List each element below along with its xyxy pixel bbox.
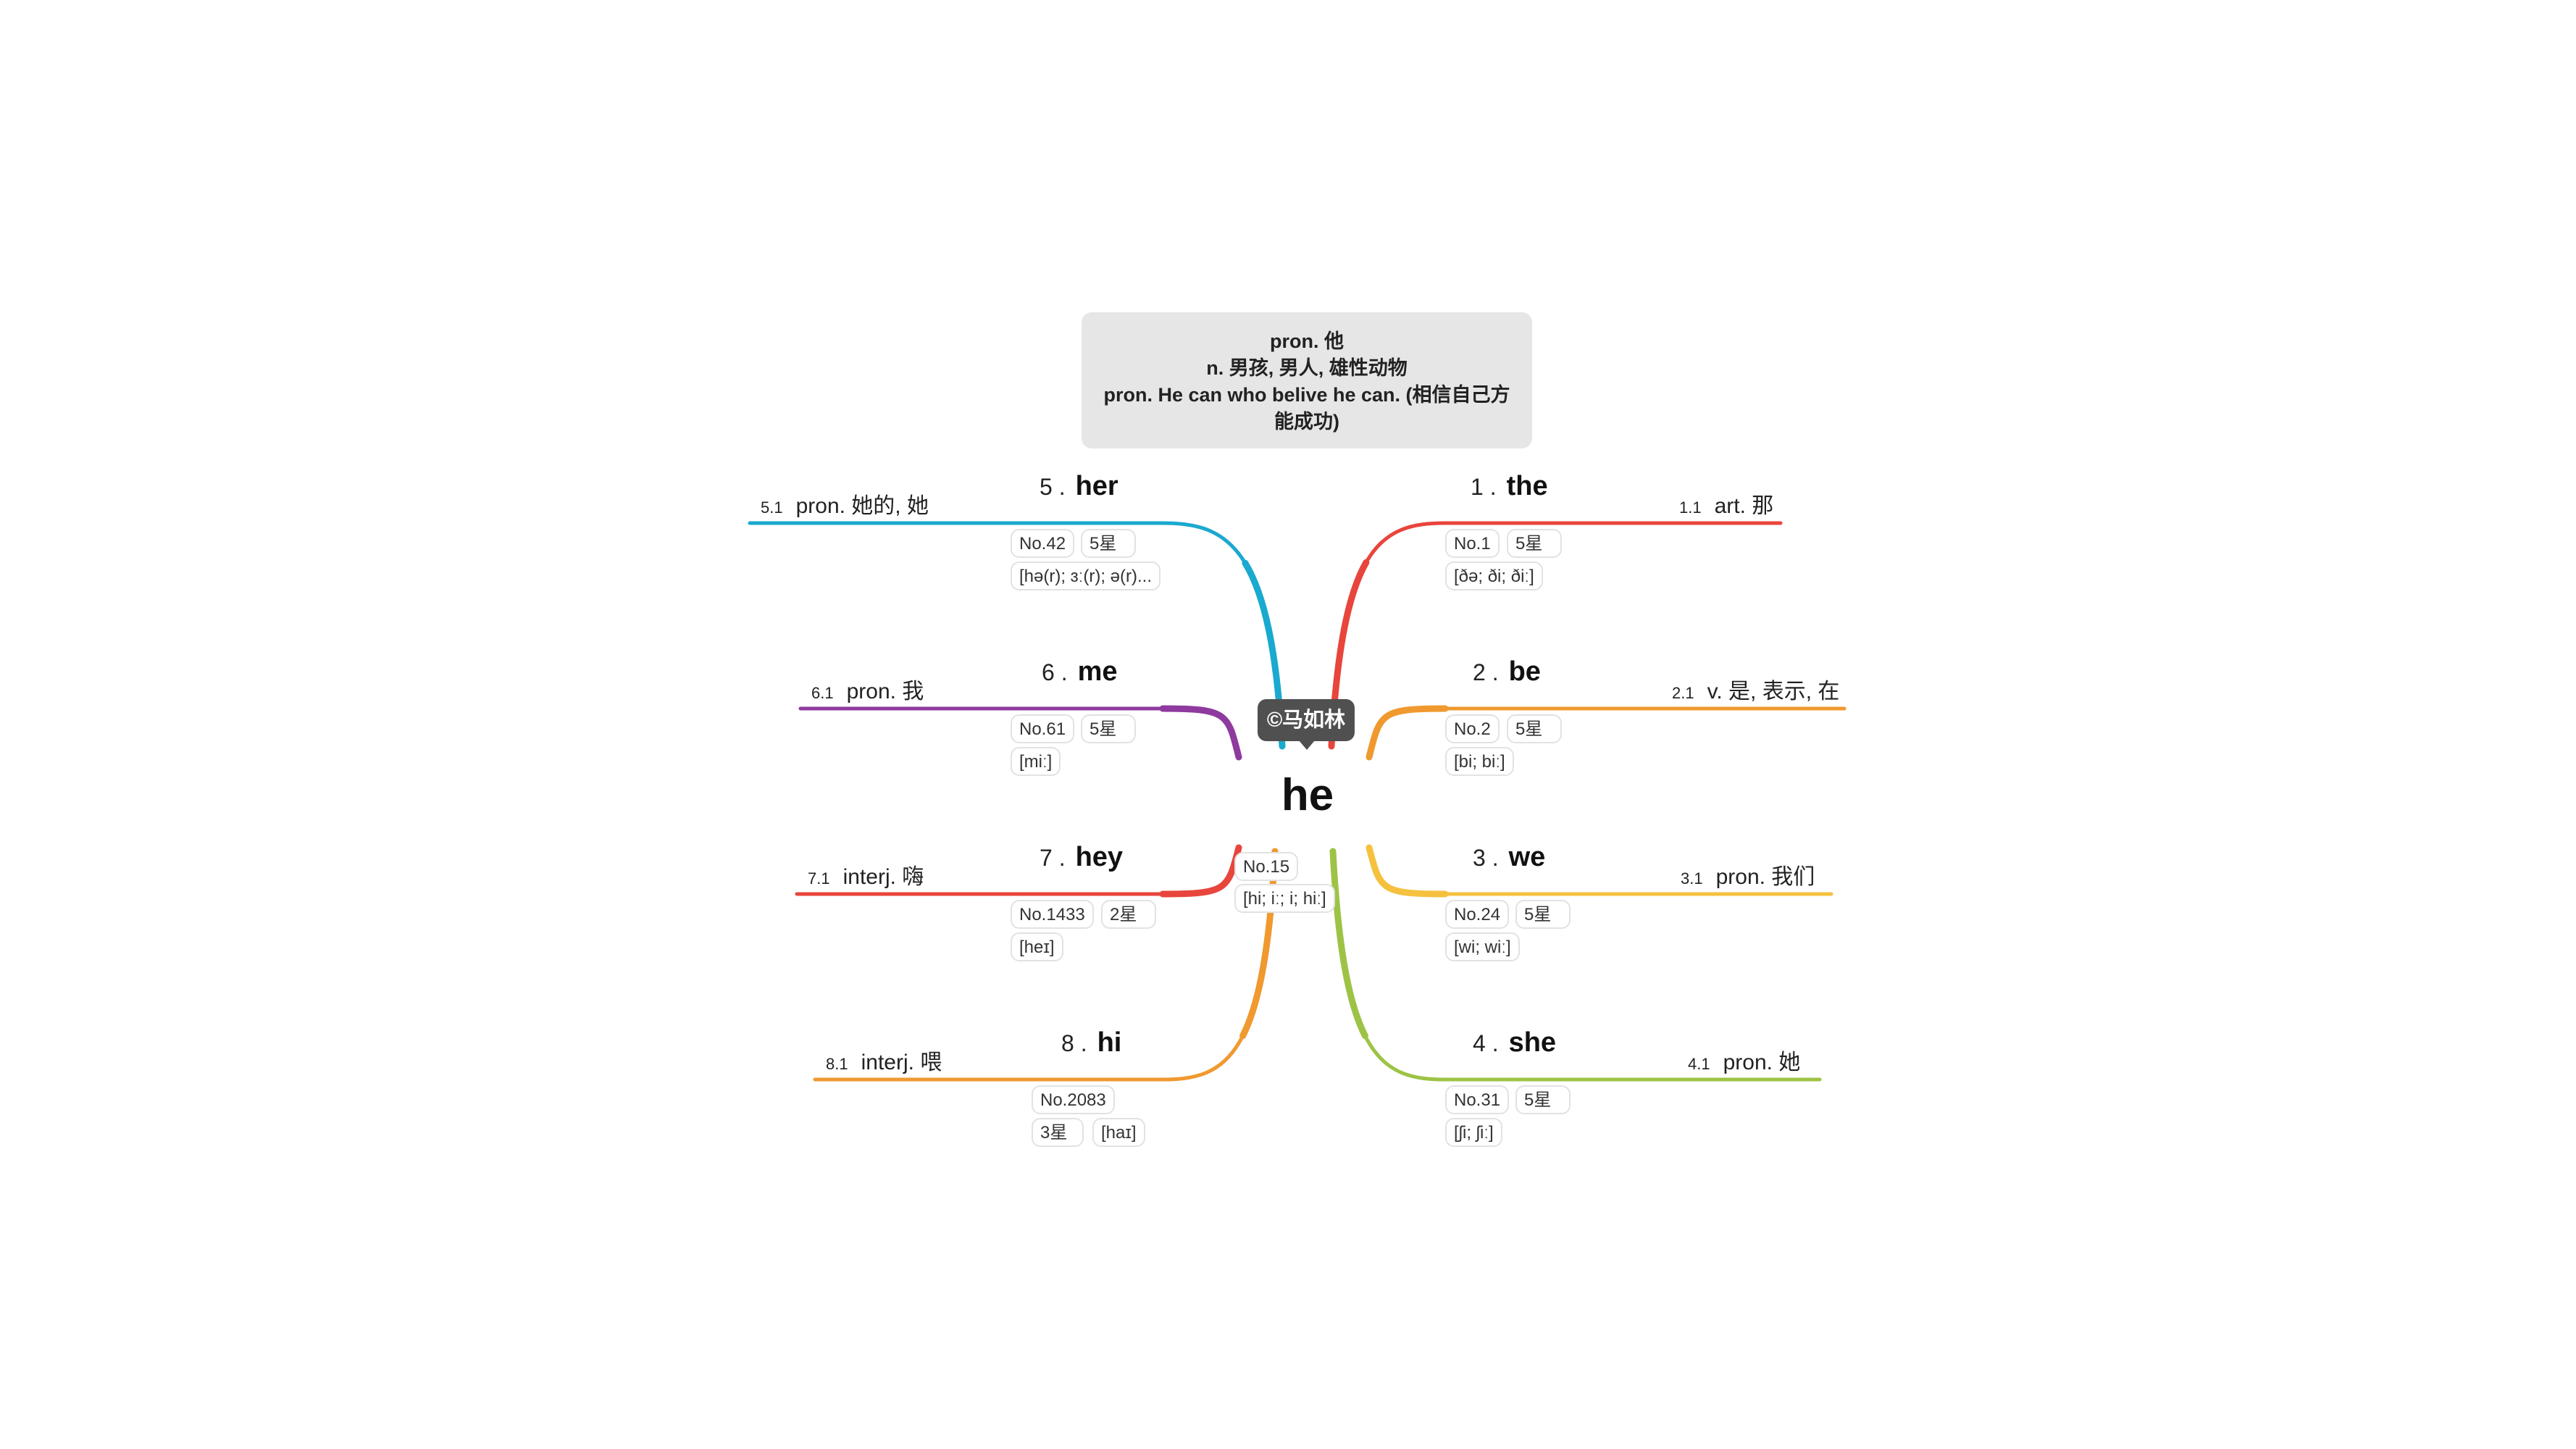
- phonetic-tag-her: [hə(r); ɜː(r); ə(r)...: [1011, 561, 1161, 590]
- connector-trunk-we: [1366, 844, 1449, 898]
- branch-number: 5 .: [1040, 474, 1066, 500]
- stars-tag-the: 5星: [1507, 529, 1562, 558]
- phonetic-tag-we: [wi; wiː]: [1445, 932, 1520, 961]
- stars-tag-her: 5星: [1081, 529, 1136, 558]
- phonetic-tag-be: [bi; biː]: [1445, 747, 1514, 776]
- rank-tag-she: No.31: [1445, 1085, 1510, 1114]
- rank-tag-the: No.1: [1445, 529, 1500, 558]
- stars-tag-hey: 2星: [1101, 900, 1156, 929]
- root-definition-3: pron. He can who belive he can. (相信自己方能成…: [1103, 384, 1510, 433]
- branch-word: her: [1075, 471, 1118, 501]
- rank-tag-be: No.2: [1445, 714, 1500, 743]
- branch-topic-she[interactable]: 4 . she: [1473, 1027, 1556, 1058]
- branch-sense-we[interactable]: 3.1 pron. 我们: [1681, 865, 1815, 889]
- rank-tag-we: No.24: [1445, 900, 1510, 929]
- phonetic-tag-me: [miː]: [1011, 747, 1061, 776]
- branch-topic-me[interactable]: 6 . me: [1042, 656, 1118, 688]
- branch-topic-hi[interactable]: 8 . hi: [1061, 1027, 1121, 1058]
- connector-trunk-me: [1159, 705, 1242, 761]
- connector-trunk-be: [1366, 705, 1449, 761]
- root-definition-2: n. 男孩, 男人, 雄性动物: [1206, 357, 1408, 379]
- branch-word: the: [1506, 471, 1548, 501]
- root-definition-note: pron. 他 n. 男孩, 男人, 雄性动物 pron. He can who…: [1082, 312, 1532, 448]
- branch-word: hi: [1097, 1027, 1122, 1058]
- connector-trunk-the: [1328, 519, 1449, 750]
- branch-sense-be[interactable]: 2.1 v. 是, 表示, 在: [1672, 680, 1840, 703]
- branch-sense-she[interactable]: 4.1 pron. 她: [1688, 1051, 1801, 1074]
- branch-sense-her[interactable]: 5.1 pron. 她的, 她: [761, 494, 929, 518]
- branch-topic-be[interactable]: 2 . be: [1473, 656, 1541, 688]
- branch-topic-hey[interactable]: 7 . hey: [1040, 842, 1123, 873]
- branch-number: 1 .: [1471, 474, 1497, 500]
- branch-number: 7 .: [1040, 845, 1066, 871]
- connector-trunk-hey: [1159, 844, 1242, 898]
- rank-tag-me: No.61: [1011, 714, 1075, 743]
- phonetic-tag-hey: [heɪ]: [1011, 932, 1063, 961]
- phonetic-tag-the: [ðə; ði; ðiː]: [1445, 561, 1543, 590]
- branch-sense-me[interactable]: 6.1 pron. 我: [811, 680, 924, 703]
- branch-topic-we[interactable]: 3 . we: [1473, 842, 1545, 873]
- author-badge: ©马如林: [1258, 699, 1355, 750]
- connector-trunk-hi: [1159, 848, 1279, 1083]
- connector-be: [1367, 706, 1847, 759]
- branch-word: me: [1077, 656, 1118, 687]
- rank-tag-her: No.42: [1011, 529, 1075, 558]
- root-phonetic-tag: [hi; iː; i; hiː]: [1234, 884, 1335, 913]
- branch-sense-the[interactable]: 1.1 art. 那: [1679, 494, 1774, 518]
- branch-word: we: [1508, 842, 1546, 872]
- stars-tag-we: 5星: [1515, 900, 1571, 929]
- phonetic-tag-she: [ʃi; ʃiː]: [1445, 1118, 1502, 1147]
- connector-trunk-she: [1329, 848, 1449, 1083]
- stars-tag-be: 5星: [1507, 714, 1562, 743]
- central-topic[interactable]: he: [1281, 770, 1334, 820]
- branch-sense-hey[interactable]: 7.1 interj. 嗨: [808, 865, 924, 889]
- connector-trunk-her: [1159, 519, 1286, 750]
- branch-number: 3 .: [1473, 845, 1499, 871]
- branch-word: hey: [1075, 842, 1124, 872]
- rank-tag-hey: No.1433: [1011, 900, 1094, 929]
- branch-topic-the[interactable]: 1 . the: [1471, 471, 1548, 502]
- phonetic-tag-hi: [haɪ]: [1092, 1118, 1145, 1147]
- branch-word: be: [1508, 656, 1541, 687]
- stars-tag-hi: 3星: [1032, 1118, 1084, 1147]
- stars-tag-she: 5星: [1515, 1085, 1571, 1114]
- root-rank-tag: No.15: [1234, 852, 1299, 881]
- root-definition-1: pron. 他: [1270, 330, 1344, 352]
- branch-number: 2 .: [1473, 659, 1499, 685]
- branch-sense-hi[interactable]: 8.1 interj. 喂: [826, 1051, 942, 1074]
- branch-number: 6 .: [1042, 659, 1068, 685]
- branch-word: she: [1508, 1027, 1557, 1058]
- branch-number: 8 .: [1061, 1030, 1087, 1056]
- branch-number: 4 .: [1473, 1030, 1499, 1056]
- stars-tag-me: 5星: [1081, 714, 1136, 743]
- rank-tag-hi: No.2083: [1032, 1085, 1115, 1114]
- branch-topic-her[interactable]: 5 . her: [1040, 471, 1118, 502]
